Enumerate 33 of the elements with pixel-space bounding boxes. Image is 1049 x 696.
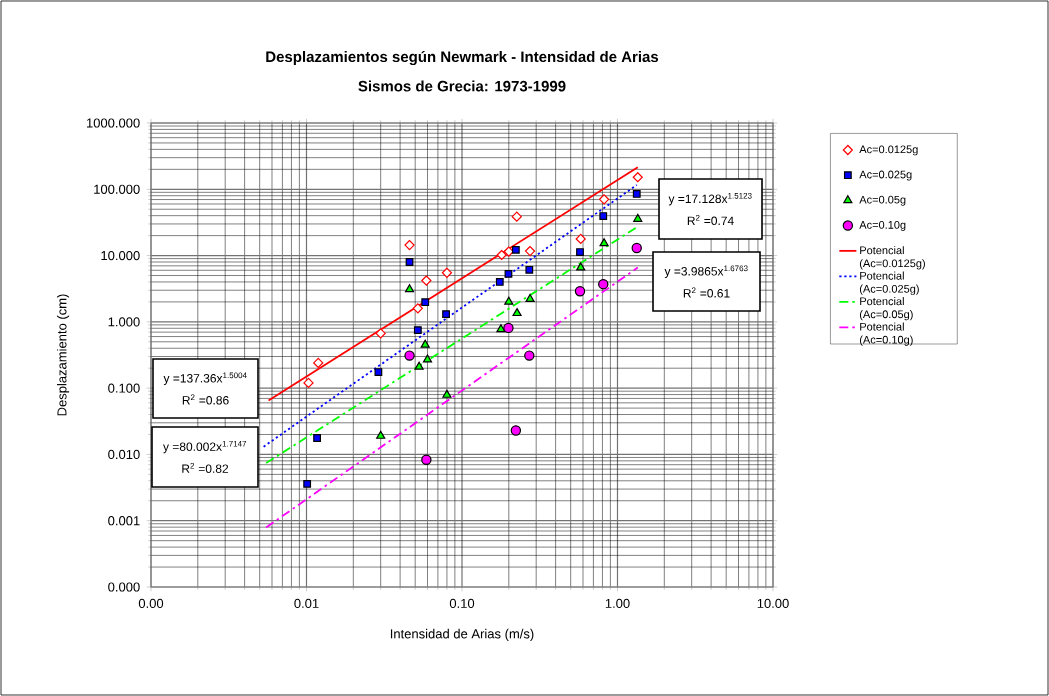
y-tick-label: 1.000 [108, 317, 140, 327]
annotation: R$^{2}$ =0.74 [687, 214, 734, 226]
legend-label: Potencial (Ac=0.0125g) [859, 246, 925, 270]
annotation: R$^{2}$ =0.86 [182, 394, 229, 405]
legend-label: Potencial (Ac=0.025g) [859, 271, 919, 295]
legend-label: Ac=0.025g [859, 170, 912, 181]
y-tick-label: 100.000 [94, 184, 140, 194]
y-tick-label: 0.001 [108, 516, 140, 526]
annotation: R$^{2}$ =0.61 [683, 287, 730, 298]
legend-label: Potencial (Ac=0.05g) [859, 297, 913, 321]
legend-label: Ac=0.10g [859, 220, 906, 231]
chart-title: Desplazamientos según Newmark - Intensidad de Arias [266, 50, 659, 66]
annotation: R$^{2}$ =0.82 [182, 462, 229, 473]
legend-label: Potencial (Ac=0.10g) [859, 322, 913, 346]
annotation: y =137.36x$^{1.5004}$ [163, 372, 247, 385]
annotation: y =17.128x$^{1.5123}$ [668, 192, 752, 206]
x-tick-label: 0.00 [138, 598, 164, 608]
y-tick-label: 0.000 [108, 582, 140, 592]
y-tick-label: 10.000 [101, 250, 140, 261]
x-tick-label: 10.00 [757, 598, 789, 608]
annotation: y =3.9865x$^{1.6763}$ [664, 265, 748, 278]
y-axis-title: Desplazamiento (cm) [56, 294, 70, 416]
x-axis-title: Intensidad de Arias (m/s) [390, 628, 534, 641]
annotation: y =80.002x$^{1.7147}$ [163, 441, 247, 454]
y-tick-label: 0.010 [108, 449, 140, 460]
x-tick-label: 1.00 [605, 598, 630, 608]
legend-label: Ac=0.05g [859, 195, 906, 206]
y-tick-label: 0.100 [108, 383, 140, 393]
y-tick-label: 1000.000 [86, 118, 140, 128]
x-tick-label: 0.01 [294, 598, 319, 608]
legend-label: Ac=0.0125g [859, 145, 918, 156]
x-tick-label: 0.10 [449, 598, 475, 608]
chart-subtitle: Sismos de Grecia: 1973-1999 [358, 80, 566, 92]
